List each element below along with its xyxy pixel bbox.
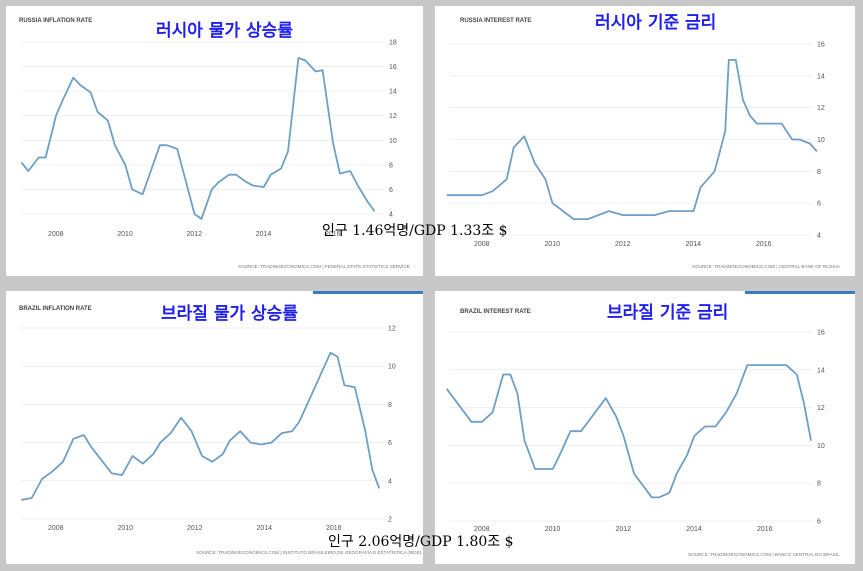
series-line [445,364,812,499]
y-tick-label: 16 [389,64,397,71]
y-tick-label: 6 [817,201,821,208]
y-tick-label: 8 [817,169,821,176]
x-tick-label: 2014 [686,526,702,533]
y-tick-label: 6 [389,187,393,194]
y-tick-label: 10 [817,443,825,450]
chart-title: 러시아 기준 금리 [595,13,716,33]
x-tick-label: 2012 [615,241,631,248]
x-tick-label: 2012 [616,526,632,533]
chart-source: SOURCE: TRADINGECONOMICS.COM | CENTRAL B… [692,264,841,269]
chart-small-title: RUSSIA INTEREST RATE [460,18,531,24]
chart-title: 브라질 기준 금리 [607,302,728,323]
x-tick-label: 2012 [187,525,203,532]
x-tick-label: 2014 [257,525,273,532]
series-line [446,59,818,221]
y-tick-label: 10 [388,364,396,371]
y-tick-label: 4 [389,212,393,219]
russia-inflation-chart: RUSSIA INFLATION RATE 러시아 물가 상승률 18 16 14 1… [19,18,410,269]
y-tick-label: 14 [817,73,825,80]
x-tick-label: 2008 [48,231,64,238]
x-tick-label: 2016 [757,526,773,533]
y-tick-label: 6 [388,440,392,447]
y-tick-label: 12 [817,105,825,112]
series-line [21,351,381,501]
x-tick-label: 2014 [686,241,702,248]
x-tick-label: 2008 [474,526,490,533]
y-tick-label: 2 [388,517,392,524]
x-tick-label: 2008 [474,241,490,248]
x-tick-label: 2010 [545,526,561,533]
y-tick-label: 16 [817,330,825,337]
panel-accent-bar [313,291,423,294]
x-tick-label: 2016 [326,525,342,532]
y-tick-label: 12 [388,326,396,333]
russia-interest-panel: RUSSIA INTEREST RATE 러시아 기준 금리 16 14 12 10 8… [435,6,855,276]
y-tick-label: 10 [817,137,825,144]
brazil-inflation-panel: BRAZIL INFLATION RATE 브라질 물가 상승률 12 10 8 6 4… [6,291,423,564]
brazil-interest-chart: BRAZIL INTEREST RATE 브라질 기준 금리 16 14 12 10 8… [445,302,840,557]
russia-inflation-panel: RUSSIA INFLATION RATE 러시아 물가 상승률 18 16 14 1… [6,6,423,276]
y-tick-label: 12 [817,405,825,412]
y-tick-label: 18 [389,40,397,47]
chart-title: 러시아 물가 상승률 [156,21,293,41]
series-line [20,57,376,220]
y-tick-label: 8 [388,402,392,409]
brazil-inflation-chart: BRAZIL INFLATION RATE 브라질 물가 상승률 12 10 8 6 4… [19,303,422,555]
y-tick-label: 14 [389,89,397,96]
x-tick-label: 2010 [118,525,134,532]
y-tick-label: 16 [817,42,825,49]
x-tick-label: 2010 [545,241,561,248]
chart-source: SOURCE: TRADINGECONOMICS.COM | FEDERAL S… [238,264,410,269]
x-tick-label: 2010 [117,231,133,238]
y-tick-label: 8 [817,481,821,488]
panel-accent-bar [745,291,855,294]
russia-population-gdp-label: 인구 1.46억명/GDP 1.33조 $ [322,223,508,239]
y-tick-label: 4 [817,233,821,240]
chart-small-title: BRAZIL INTEREST RATE [460,309,531,315]
x-tick-label: 2012 [187,231,203,238]
x-tick-label: 2016 [756,241,772,248]
chart-small-title: RUSSIA INFLATION RATE [19,18,92,24]
chart-title: 브라질 물가 상승률 [161,303,298,324]
y-tick-label: 12 [389,113,397,120]
brazil-interest-panel: BRAZIL INTEREST RATE 브라질 기준 금리 16 14 12 10 8… [435,291,855,564]
russia-interest-chart: RUSSIA INTEREST RATE 러시아 기준 금리 16 14 12 10 8… [446,13,841,269]
chart-small-title: BRAZIL INFLATION RATE [19,306,92,312]
y-tick-label: 8 [389,162,393,169]
x-tick-label: 2008 [48,525,64,532]
y-tick-label: 4 [388,478,392,485]
chart-source: SOURCE: TRADINGECONOMICS.COM | INSTITUTO… [196,549,422,555]
x-tick-label: 2014 [256,231,272,238]
x-tick-label: 2016 [325,231,341,238]
chart-source: SOURCE: TRADINGECONOMICS.COM | BANCO CEN… [688,552,840,557]
y-tick-label: 14 [817,367,825,374]
y-tick-label: 10 [389,138,397,145]
brazil-population-gdp-label: 인구 2.06억명/GDP 1.80조 $ [328,534,514,550]
y-tick-label: 6 [817,519,821,526]
